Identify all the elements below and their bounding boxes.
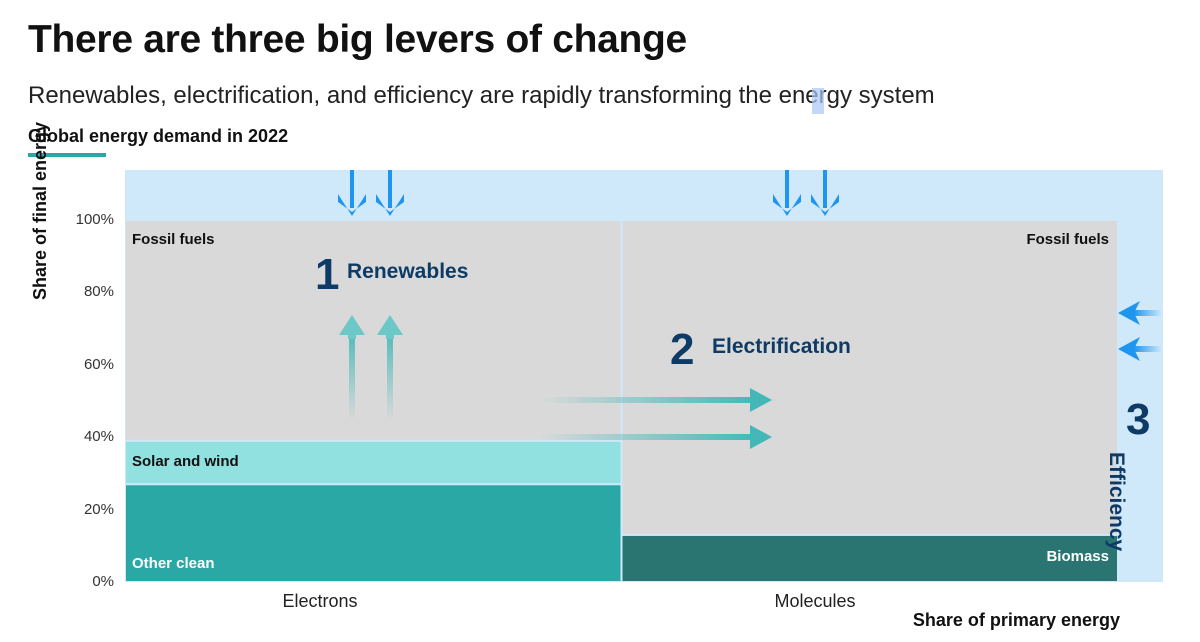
bar-molecules-fossil-fuels (622, 221, 1117, 534)
arrow-head-icon (750, 425, 772, 449)
arrow-head-icon (811, 194, 839, 216)
arrow-head-icon (376, 194, 404, 216)
lever-3-number: 3 (1126, 395, 1151, 444)
y-tick-label: 20% (83, 500, 114, 518)
x-category-electrons: Electrons (282, 591, 358, 611)
arrow-head-icon (339, 315, 365, 339)
segment-label-biomass: Biomass (1046, 548, 1109, 565)
x-category-molecules: Molecules (774, 591, 856, 611)
section-underline (28, 153, 106, 157)
y-tick-label: 0% (92, 573, 114, 590)
arrow-right-icon (540, 434, 754, 440)
y-axis-label: Share of final energy (30, 121, 50, 300)
arrow-head-icon (338, 194, 366, 216)
arrow-left-icon (1134, 310, 1162, 316)
arrow-right-icon (540, 397, 754, 403)
lever-2-number: 2 (670, 325, 695, 374)
lever-1-number: 1 (315, 250, 340, 299)
arrow-head-icon (750, 388, 772, 412)
segment-label-fossil-molecules: Fossil fuels (1026, 231, 1109, 248)
y-tick-label: 80% (83, 283, 114, 301)
bar-electrons-fossil-fuels (126, 221, 621, 440)
arrow-head-icon (377, 315, 403, 339)
segment-label-other-clean: Other clean (132, 555, 215, 572)
arrow-left-icon (1134, 346, 1162, 352)
x-axis-label: Share of primary energy (912, 610, 1120, 630)
y-tick-label: 100% (75, 211, 114, 228)
bar-electrons-solar-and-wind (126, 441, 621, 484)
arrow-head-icon (1118, 301, 1140, 325)
segment-label-fossil-electrons: Fossil fuels (132, 231, 215, 248)
arrow-head-icon (773, 194, 801, 216)
y-tick-label: 40% (83, 428, 114, 446)
section-label: Global energy demand in 2022 (28, 126, 289, 146)
lever-3-name: Efficiency (1105, 452, 1128, 552)
page-title: There are three big levers of change (28, 18, 687, 61)
page-subtitle: Renewables, electrification, and efficie… (28, 82, 935, 109)
arrow-up-icon (349, 333, 355, 420)
text-cursor (812, 88, 824, 114)
lever-2-name: Electrification (712, 335, 851, 358)
segment-label-solar-wind: Solar and wind (132, 453, 239, 470)
arrow-head-icon (1118, 337, 1140, 361)
bar-molecules-biomass (622, 535, 1117, 581)
y-tick-label: 60% (83, 355, 114, 373)
arrow-up-icon (387, 333, 393, 420)
bar-electrons-other-clean (126, 485, 621, 581)
lever-1-name: Renewables (347, 260, 469, 283)
